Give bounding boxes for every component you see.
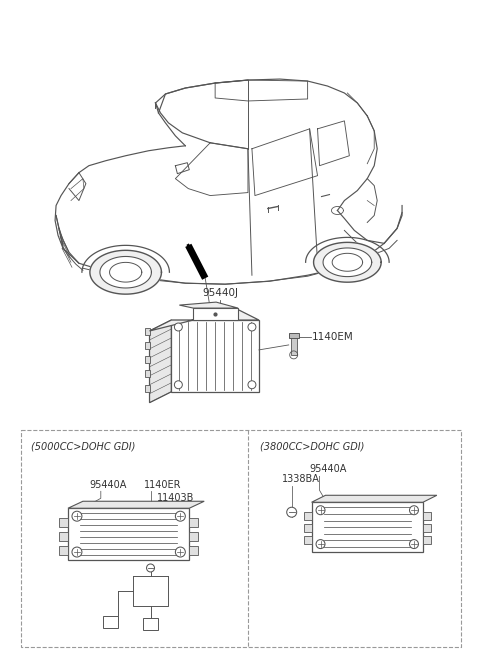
Polygon shape bbox=[90, 250, 161, 294]
Bar bbox=[288, 333, 299, 338]
Polygon shape bbox=[150, 320, 171, 403]
Circle shape bbox=[174, 323, 182, 331]
Bar bbox=[189, 518, 198, 527]
Circle shape bbox=[248, 381, 256, 388]
Bar bbox=[423, 536, 431, 544]
Bar bbox=[304, 512, 312, 520]
Bar bbox=[144, 356, 150, 364]
Circle shape bbox=[316, 506, 325, 515]
Bar bbox=[312, 502, 423, 552]
Polygon shape bbox=[150, 309, 259, 331]
Text: 95440A: 95440A bbox=[89, 480, 126, 491]
Bar bbox=[59, 518, 68, 527]
Text: 1140EM: 1140EM bbox=[312, 332, 353, 342]
Bar bbox=[291, 335, 297, 355]
Polygon shape bbox=[313, 242, 381, 282]
Text: (3800CC>DOHC GDI): (3800CC>DOHC GDI) bbox=[260, 441, 364, 451]
Text: 95440A: 95440A bbox=[310, 464, 347, 474]
Polygon shape bbox=[180, 302, 238, 308]
Polygon shape bbox=[312, 495, 437, 502]
Bar bbox=[171, 320, 259, 392]
Circle shape bbox=[175, 511, 185, 521]
Bar bbox=[423, 512, 431, 520]
Circle shape bbox=[175, 547, 185, 557]
Bar bbox=[304, 524, 312, 532]
Bar bbox=[103, 616, 118, 627]
Circle shape bbox=[146, 564, 155, 572]
Circle shape bbox=[316, 540, 325, 548]
Bar bbox=[423, 524, 431, 532]
Circle shape bbox=[72, 547, 82, 557]
Text: 1338BA: 1338BA bbox=[282, 474, 320, 484]
Text: (5000CC>DOHC GDI): (5000CC>DOHC GDI) bbox=[31, 441, 135, 451]
Bar bbox=[68, 508, 189, 560]
Bar bbox=[59, 532, 68, 541]
Polygon shape bbox=[68, 501, 204, 508]
Bar bbox=[59, 546, 68, 555]
Bar bbox=[189, 546, 198, 555]
Circle shape bbox=[72, 511, 82, 521]
Circle shape bbox=[409, 540, 419, 548]
Polygon shape bbox=[100, 257, 151, 288]
Bar bbox=[144, 328, 150, 335]
Bar bbox=[144, 342, 150, 349]
Circle shape bbox=[409, 506, 419, 515]
Circle shape bbox=[287, 507, 297, 517]
Text: 1140ER: 1140ER bbox=[144, 480, 181, 491]
Bar bbox=[144, 371, 150, 377]
Bar bbox=[193, 308, 238, 320]
Bar bbox=[144, 384, 150, 392]
Text: 95440J: 95440J bbox=[202, 288, 238, 298]
Text: 11403B: 11403B bbox=[156, 493, 194, 503]
Polygon shape bbox=[323, 248, 372, 276]
Bar bbox=[189, 532, 198, 541]
Circle shape bbox=[174, 381, 182, 388]
Bar bbox=[21, 430, 461, 646]
Bar bbox=[304, 536, 312, 544]
Bar bbox=[143, 618, 158, 629]
Circle shape bbox=[248, 323, 256, 331]
